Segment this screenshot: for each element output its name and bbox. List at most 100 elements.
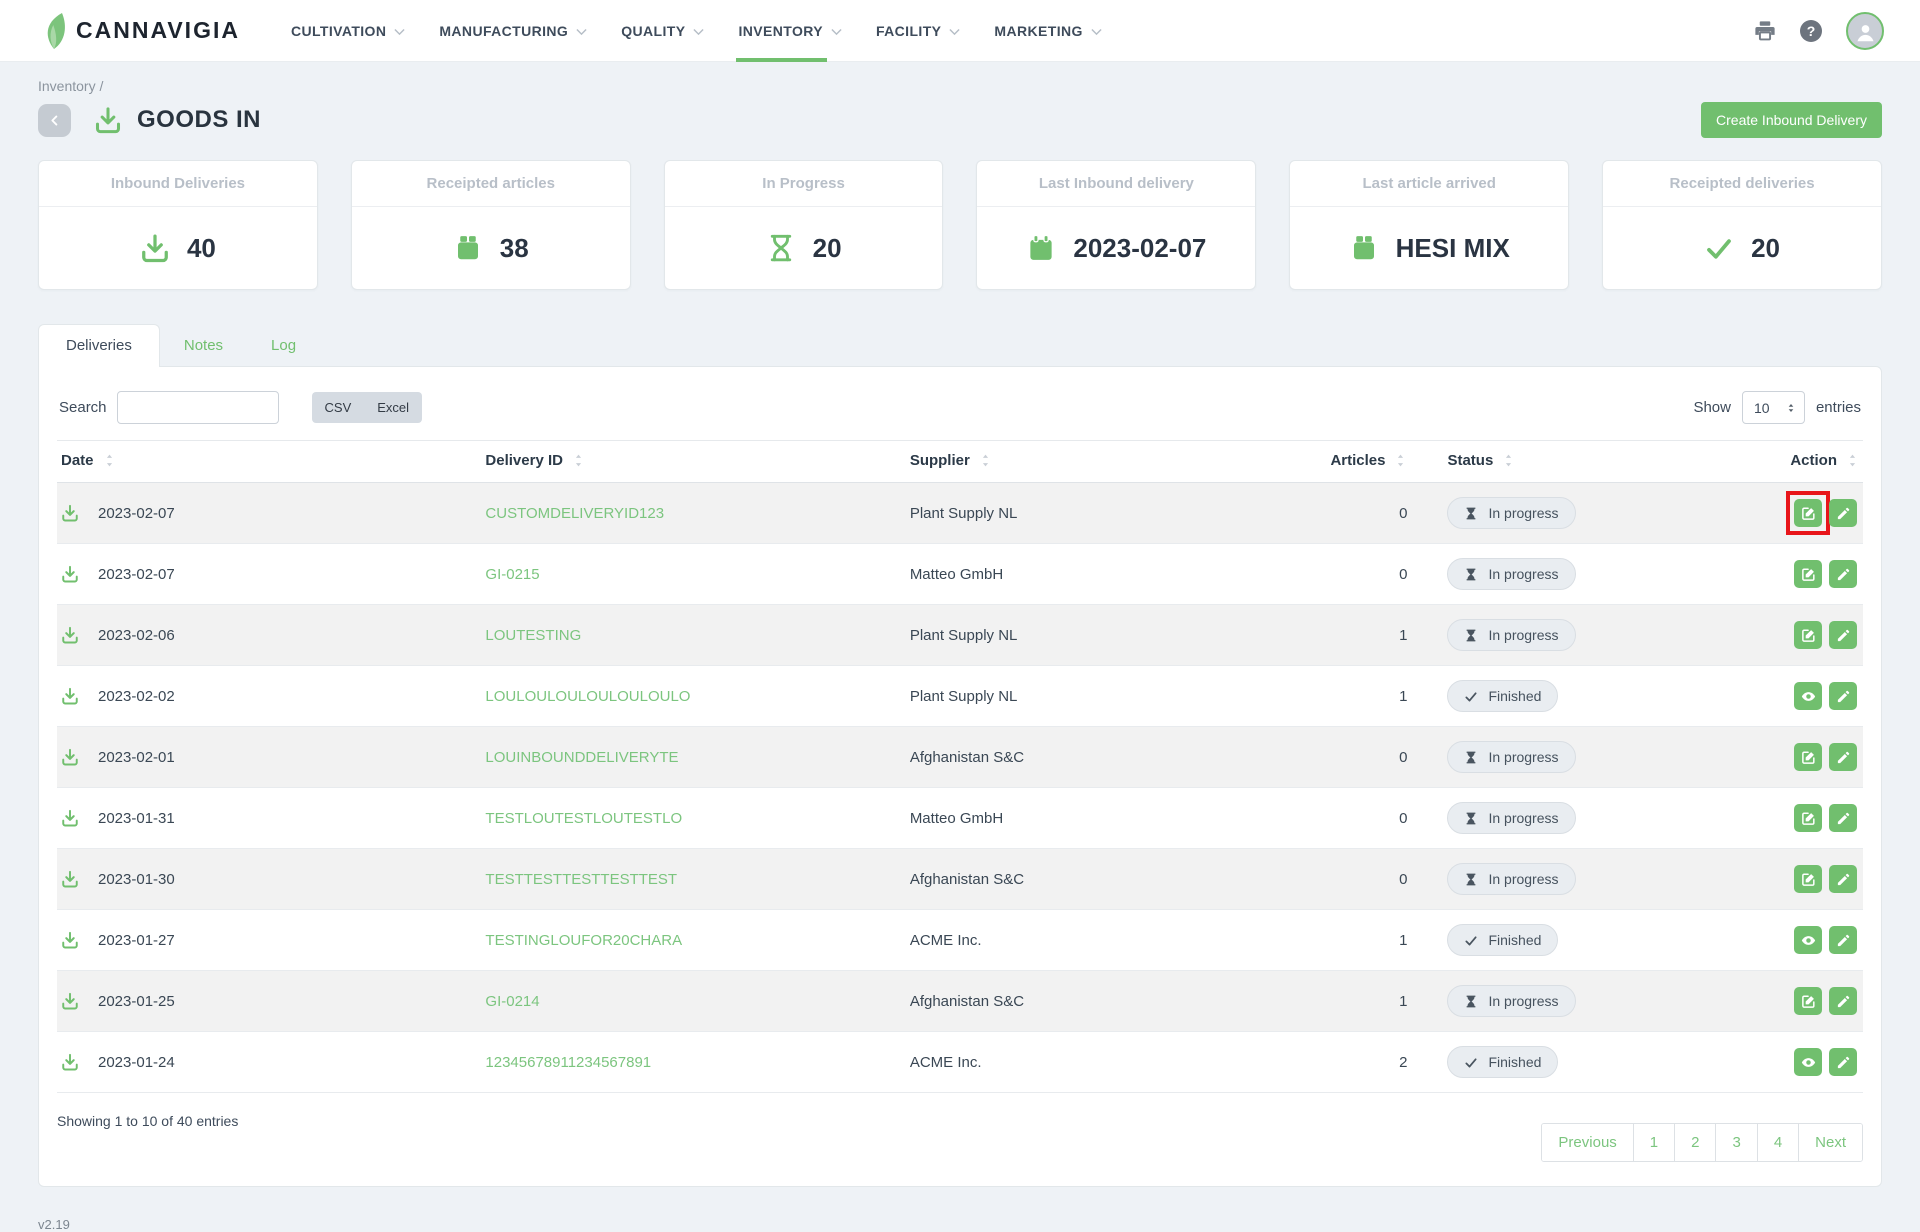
export-excel-button[interactable]: Excel [364,392,422,423]
stat-card-inbound-deliveries: Inbound Deliveries40 [38,160,318,290]
sort-icon [1394,453,1407,468]
page-button-1[interactable]: 1 [1633,1124,1674,1161]
edit-square-button[interactable] [1794,499,1822,527]
edit-square-icon [1801,872,1816,887]
edit-square-icon [1801,811,1816,826]
column-header-delivery-id[interactable]: Delivery ID [481,441,905,483]
nav-item-label: CULTIVATION [291,23,386,39]
nav-item-facility[interactable]: FACILITY [859,0,977,62]
status-label: Finished [1488,688,1541,704]
hourglass-icon [766,233,796,263]
page-size-select[interactable]: 10 [1742,391,1805,424]
column-header-date[interactable]: Date [57,441,481,483]
breadcrumb[interactable]: Inventory / [38,78,1882,94]
status-label: In progress [1488,505,1558,521]
brand-logo[interactable]: CANNAVIGIA [36,11,240,51]
supplier-name: Matteo GmbH [910,810,1003,827]
pencil-button[interactable] [1829,560,1857,588]
table-row: 2023-01-31TESTLOUTESTLOUTESTLOMatteo Gmb… [57,788,1863,849]
pencil-button[interactable] [1829,743,1857,771]
delivery-id-link[interactable]: LOUINBOUNDDELIVERYTE [485,749,678,766]
column-header-supplier[interactable]: Supplier [906,441,1294,483]
hourglass-solid-icon [1464,750,1478,765]
delivery-id-link[interactable]: GI-0215 [485,566,539,583]
column-header-articles[interactable]: Articles [1294,441,1411,483]
page-button-4[interactable]: 4 [1757,1124,1798,1161]
edit-square-button[interactable] [1794,743,1822,771]
goods-in-icon [61,992,79,1010]
chevron-down-icon [576,28,587,36]
pencil-button[interactable] [1829,804,1857,832]
entries-label: entries [1816,399,1861,416]
goods-in-icon [61,931,79,949]
page-button-next[interactable]: Next [1798,1124,1862,1161]
edit-square-button[interactable] [1794,804,1822,832]
nav-item-cultivation[interactable]: CULTIVATION [274,0,422,62]
status-label: Finished [1488,1054,1541,1070]
stat-card-value: HESI MIX [1396,233,1510,264]
column-header-status[interactable]: Status [1411,441,1718,483]
supplier-name: Afghanistan S&C [910,993,1024,1010]
tab-deliveries[interactable]: Deliveries [38,324,160,367]
status-label: In progress [1488,810,1558,826]
pencil-button[interactable] [1829,682,1857,710]
articles-count: 1 [1399,627,1407,644]
back-button[interactable] [38,104,71,137]
page-button-3[interactable]: 3 [1715,1124,1756,1161]
pencil-button[interactable] [1829,1048,1857,1076]
eye-button[interactable] [1794,682,1822,710]
nav-item-inventory[interactable]: INVENTORY [721,0,859,62]
nav-item-label: MARKETING [994,23,1082,39]
edit-square-icon [1801,750,1816,765]
edit-square-button[interactable] [1794,865,1822,893]
status-badge: In progress [1447,497,1575,529]
nav-menu: CULTIVATION MANUFACTURINGQUALITYINVENTORY… [274,0,1119,62]
delivery-id-link[interactable]: LOUTESTING [485,627,581,644]
nav-item-manufacturing[interactable]: MANUFACTURING [422,0,604,62]
delivery-id-link[interactable]: TESTINGLOUFOR20CHARA [485,932,682,949]
nav-item-marketing[interactable]: MARKETING [977,0,1118,62]
delivery-id-link[interactable]: GI-0214 [485,993,539,1010]
goods-in-icon [94,106,122,134]
eye-button[interactable] [1794,1048,1822,1076]
eye-icon [1801,1055,1816,1070]
delivery-id-link[interactable]: TESTTESTTESTTESTTEST [485,871,677,888]
stat-card-last-inbound-delivery: Last Inbound delivery2023-02-07 [976,160,1256,290]
chevron-down-icon [693,28,704,36]
avatar[interactable] [1846,12,1884,50]
edit-square-button[interactable] [1794,987,1822,1015]
deliveries-panel: Search CSVExcel Show 10 entries DateDeli… [38,366,1882,1187]
help-icon[interactable]: ? [1800,20,1822,42]
sort-icon [1846,453,1859,468]
row-date: 2023-02-01 [98,749,175,766]
nav-item-quality[interactable]: QUALITY [604,0,721,62]
column-header-action[interactable]: Action [1718,441,1863,483]
edit-square-icon [1801,628,1816,643]
eye-button[interactable] [1794,926,1822,954]
row-date: 2023-02-07 [98,566,175,583]
delivery-id-link[interactable]: CUSTOMDELIVERYID123 [485,505,664,522]
edit-square-button[interactable] [1794,621,1822,649]
pencil-icon [1836,689,1851,704]
export-csv-button[interactable]: CSV [312,392,365,423]
show-label: Show [1693,399,1731,416]
pencil-button[interactable] [1829,865,1857,893]
delivery-id-link[interactable]: 12345678911234567891 [485,1054,651,1071]
create-inbound-delivery-button[interactable]: Create Inbound Delivery [1701,102,1882,138]
sort-icon [572,453,585,468]
page-button-2[interactable]: 2 [1674,1124,1715,1161]
pencil-button[interactable] [1829,926,1857,954]
page-button-previous[interactable]: Previous [1542,1124,1632,1161]
pencil-button[interactable] [1829,987,1857,1015]
tab-notes[interactable]: Notes [160,325,247,366]
delivery-id-link[interactable]: TESTLOUTESTLOUTESTLO [485,810,682,827]
printer-icon[interactable] [1754,20,1776,41]
chevron-down-icon [1091,28,1102,36]
tab-log[interactable]: Log [247,325,320,366]
search-input[interactable] [117,391,279,424]
edit-square-button[interactable] [1794,560,1822,588]
pencil-button[interactable] [1829,499,1857,527]
delivery-id-link[interactable]: LOULOULOULOULOULOULO [485,688,690,705]
pencil-button[interactable] [1829,621,1857,649]
goods-in-icon [61,870,79,888]
